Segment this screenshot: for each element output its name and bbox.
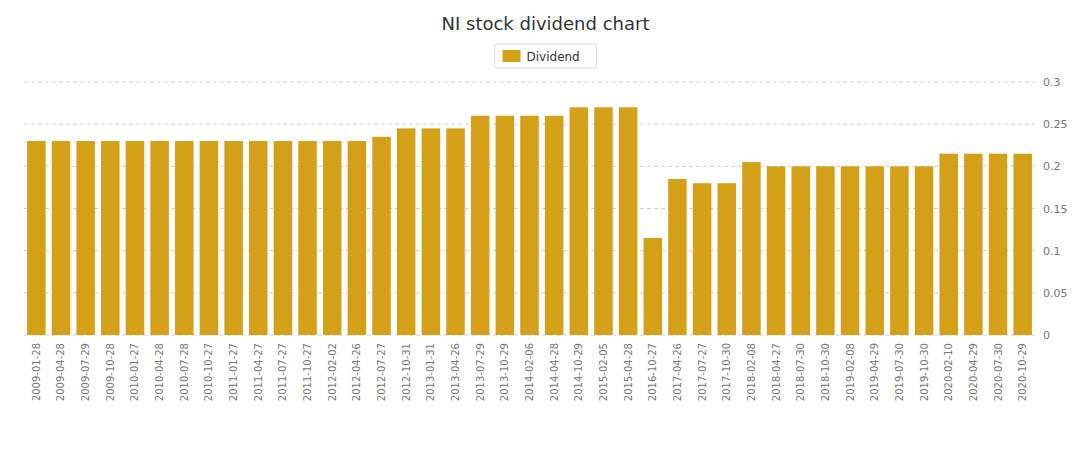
bar	[126, 141, 144, 335]
bar	[545, 116, 563, 335]
x-tick-label: 2019-07-30	[894, 343, 905, 401]
bar	[274, 141, 292, 335]
x-tick-label: 2012-04-26	[351, 343, 362, 401]
bar	[175, 141, 193, 335]
legend: Dividend	[495, 44, 597, 68]
bar	[890, 166, 908, 335]
bar	[150, 141, 168, 335]
bar	[1013, 154, 1031, 335]
bar	[865, 166, 883, 335]
x-tick-label: 2010-04-28	[154, 343, 165, 401]
bar	[841, 166, 859, 335]
y-tick-label: 0	[1043, 329, 1050, 342]
x-tick-label: 2014-10-29	[573, 343, 584, 401]
x-tick-label: 2013-07-29	[475, 343, 486, 401]
x-tick-label: 2009-04-28	[55, 343, 66, 401]
x-tick-label: 2018-07-30	[795, 343, 806, 401]
y-tick-label: 0.2	[1043, 160, 1061, 173]
x-tick-label: 2009-10-28	[105, 343, 116, 401]
bar	[915, 166, 933, 335]
bar	[791, 166, 809, 335]
x-tick-label: 2011-04-27	[253, 343, 264, 401]
x-tick-label: 2017-04-26	[672, 343, 683, 401]
x-tick-label: 2009-07-29	[80, 343, 91, 401]
x-tick-label: 2018-04-27	[771, 343, 782, 401]
x-tick-label: 2017-10-30	[721, 343, 732, 401]
x-tick-label: 2015-04-28	[623, 343, 634, 401]
legend-frame	[495, 44, 597, 68]
legend-swatch	[503, 50, 521, 62]
bar	[594, 107, 612, 335]
x-tick-label: 2012-02-02	[327, 343, 338, 401]
x-tick-label: 2011-07-27	[277, 343, 288, 401]
grid-line	[24, 82, 1035, 83]
x-tick-label: 2014-02-06	[524, 343, 535, 401]
x-tick-label: 2012-10-31	[401, 343, 412, 401]
x-tick-label: 2010-07-28	[179, 343, 190, 401]
bar	[323, 141, 341, 335]
x-tick-label: 2019-04-29	[869, 343, 880, 401]
x-tick-label: 2012-07-27	[376, 343, 387, 401]
x-axis: 2009-01-28 2009-04-28 2009-07-29 2009-10-28…	[31, 343, 1028, 401]
bar	[27, 141, 45, 335]
bar	[619, 107, 637, 335]
bar	[52, 141, 70, 335]
x-tick-label: 2019-02-08	[845, 343, 856, 401]
x-tick-label: 2015-02-05	[598, 343, 609, 401]
x-tick-label: 2011-10-27	[302, 343, 313, 401]
bar	[101, 141, 119, 335]
bars	[27, 107, 1032, 335]
bar	[298, 141, 316, 335]
x-tick-label: 2014-04-28	[549, 343, 560, 401]
bar	[471, 116, 489, 335]
x-tick-label: 2019-10-30	[919, 343, 930, 401]
bar	[446, 128, 464, 335]
x-tick-label: 2013-04-26	[450, 343, 461, 401]
x-tick-label: 2009-01-28	[31, 343, 42, 401]
bar	[718, 183, 736, 335]
x-tick-label: 2020-10-29	[1017, 343, 1028, 401]
bar	[570, 107, 588, 335]
x-tick-label: 2010-01-27	[129, 343, 140, 401]
bar	[742, 162, 760, 335]
y-tick-label: 0.05	[1043, 287, 1068, 300]
x-tick-label: 2020-02-10	[943, 343, 954, 401]
bar	[767, 166, 785, 335]
x-tick-label: 2017-07-27	[697, 343, 708, 401]
bar	[989, 154, 1007, 335]
bar	[397, 128, 415, 335]
y-tick-label: 0.1	[1043, 245, 1061, 258]
y-tick-label: 0.25	[1043, 118, 1068, 131]
bar	[520, 116, 538, 335]
bar	[668, 179, 686, 335]
y-tick-label: 0.3	[1043, 76, 1061, 89]
bar	[939, 154, 957, 335]
x-tick-label: 2011-01-27	[228, 343, 239, 401]
title: NI stock dividend chart	[442, 13, 650, 34]
legend-label: Dividend	[527, 50, 580, 64]
bar	[348, 141, 366, 335]
x-tick-label: 2013-10-29	[499, 343, 510, 401]
x-tick-label: 2020-07-30	[993, 343, 1004, 401]
bar	[224, 141, 242, 335]
bar	[422, 128, 440, 335]
x-tick-label: 2010-10-27	[203, 343, 214, 401]
bar	[496, 116, 514, 335]
bar	[372, 137, 390, 335]
bar	[644, 238, 662, 335]
bar	[76, 141, 94, 335]
x-tick-label: 2016-10-27	[647, 343, 658, 401]
bar	[693, 183, 711, 335]
x-tick-label: 2018-10-30	[820, 343, 831, 401]
bar	[200, 141, 218, 335]
bar	[816, 166, 834, 335]
bar	[964, 154, 982, 335]
y-axis: 0 0.05 0.1 0.15 0.2 0.25 0.3	[24, 76, 1068, 342]
chart: NI stock dividend chart 0 0.05 0.1 0.15 0.2 0.…	[0, 0, 1091, 450]
bar	[249, 141, 267, 335]
y-tick-label: 0.15	[1043, 203, 1068, 216]
x-tick-label: 2018-02-08	[746, 343, 757, 401]
x-tick-label: 2020-04-29	[968, 343, 979, 401]
x-tick-label: 2013-01-31	[425, 343, 436, 401]
